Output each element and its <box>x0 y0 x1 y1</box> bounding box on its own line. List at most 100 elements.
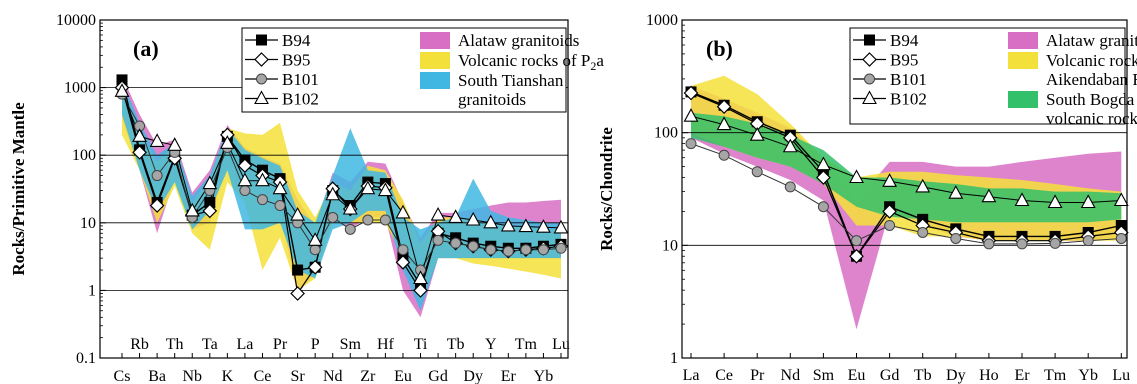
point-b101-dy <box>950 232 962 244</box>
point-b102-sr <box>290 206 306 221</box>
point-b101-lu <box>1115 232 1127 244</box>
legend-marker-b101 <box>256 73 267 85</box>
xtick-label-gd: Gd <box>880 367 900 384</box>
point-b102-pr <box>272 180 288 195</box>
point-b95-eu <box>395 254 411 270</box>
point-b101-la <box>239 185 251 197</box>
point-b102-nd <box>325 186 341 201</box>
xtick-label-er: Er <box>501 368 517 384</box>
legend-label-b95: B95 <box>282 51 310 70</box>
point-b94-cs <box>116 74 128 86</box>
band-south-bogda-volcanic-rocks <box>691 112 1122 223</box>
panel-label: (a) <box>133 36 159 61</box>
xtick-label-la: La <box>236 336 253 353</box>
point-b102-tm <box>518 218 534 233</box>
legend-label-b94: B94 <box>890 31 919 50</box>
xtick-label-gd: Gd <box>428 368 448 384</box>
ytick-label: 10000 <box>56 12 96 29</box>
xtick-label-th: Th <box>166 336 184 353</box>
xtick-label-lu: Lu <box>552 336 570 353</box>
chart-panel-b: 1 10 100 1000 La Ce Pr Nd Sm Eu Gd Tb Dy Ho Er Tm Yb Lu Ro… <box>597 12 1137 384</box>
legend-box <box>849 27 1126 125</box>
xtick-label-sm: Sm <box>340 336 362 353</box>
legend-label-b94: B94 <box>282 31 311 50</box>
point-b101-tb <box>917 226 929 238</box>
point-b102-sm <box>342 200 358 215</box>
legend-label-alataw-granitoids: Alataw granitoids <box>458 31 579 50</box>
legend-label-b101: B101 <box>282 70 319 89</box>
xtick-label-ho: Ho <box>979 367 999 384</box>
point-b101-hf <box>379 214 391 226</box>
point-b95-sr <box>290 286 305 301</box>
legend-marker-b94 <box>256 34 267 46</box>
legend-label-volcanic-rocks-of-aikendaban-fm: Volcanic rocks of <box>1046 51 1137 70</box>
legend-swatch-south-bogda-volcanic-rocks <box>1008 91 1038 108</box>
xtick-label-nd: Nd <box>323 368 343 384</box>
xtick-label-la: La <box>683 367 700 384</box>
xtick-label-sm: Sm <box>813 367 835 384</box>
xtick-label-pr: Pr <box>273 336 288 353</box>
xtick-label-er: Er <box>1014 367 1030 384</box>
ytick-label: 1 <box>670 350 678 367</box>
point-b102-ce <box>716 116 732 131</box>
xtick-label-eu: Eu <box>848 367 866 384</box>
legend-label-b102: B102 <box>282 90 319 109</box>
xtick-label-pr: Pr <box>750 367 765 384</box>
point-b95-eu <box>849 248 864 264</box>
plot-frame <box>681 19 1128 359</box>
legend-marker-b102 <box>254 90 269 105</box>
xtick-label-ti: Ti <box>414 336 428 353</box>
point-b102-ta <box>202 175 218 190</box>
plot-frame <box>99 19 569 359</box>
point-b101-er <box>502 245 514 257</box>
point-b101-y <box>485 244 497 256</box>
point-b102-eu <box>849 169 864 184</box>
xtick-label-ba: Ba <box>148 368 166 384</box>
point-b95-th <box>167 150 183 166</box>
point-b95-rb <box>132 145 147 160</box>
xtick-label-dy: Dy <box>463 368 483 384</box>
point-b101-tb <box>450 237 462 249</box>
point-b101-dy <box>467 240 479 252</box>
legend-swatch-volcanic-rocks-of-aikendaban-fm <box>1008 52 1038 69</box>
point-b102-la <box>237 172 253 187</box>
ytick-label: 100 <box>72 147 96 164</box>
legend-label-b95: B95 <box>890 51 918 70</box>
point-b94-ta <box>204 196 216 208</box>
series-line-b102 <box>690 115 1122 203</box>
point-b102-sm <box>815 156 831 171</box>
ytick-label: 0.1 <box>76 350 96 367</box>
legend-label-south-bogda-volcanic-rocks: South Bogda <box>1046 90 1135 109</box>
point-b102-ce <box>255 172 270 187</box>
point-b101-p <box>309 244 321 256</box>
xtick-label-tm: Tm <box>515 336 538 353</box>
point-b102-nd <box>782 138 798 153</box>
point-b102-nb <box>184 202 200 217</box>
point-b102-eu <box>395 204 411 219</box>
legend-marker-b95 <box>254 52 269 67</box>
legend-label-south-tianshan-granitoids: granitoids <box>458 90 526 109</box>
point-b95-ti <box>413 283 428 298</box>
legend-marker-b94 <box>864 34 875 46</box>
point-b102-dy <box>948 185 964 199</box>
xtick-label-tb: Tb <box>447 336 465 353</box>
ytick-label: 1000 <box>646 12 678 29</box>
legend-swatch-alataw-granitoids <box>1008 32 1038 49</box>
xtick-label-eu: Eu <box>394 368 412 384</box>
ytick-label: 100 <box>654 125 678 142</box>
point-b95-sm <box>816 170 831 185</box>
xtick-label-k: K <box>222 368 234 384</box>
point-b101-ce <box>256 194 268 206</box>
point-b102-th <box>167 137 183 151</box>
point-b95-ta <box>202 203 218 219</box>
point-b101-nd <box>327 211 339 223</box>
point-b101-gd <box>884 219 896 231</box>
point-b102-gd <box>430 206 446 221</box>
point-b102-lu <box>1113 192 1129 207</box>
point-b95-la <box>683 85 699 101</box>
xtick-label-dy: Dy <box>946 367 966 384</box>
xtick-label-ce: Ce <box>715 367 733 384</box>
point-b102-pr <box>749 127 765 141</box>
